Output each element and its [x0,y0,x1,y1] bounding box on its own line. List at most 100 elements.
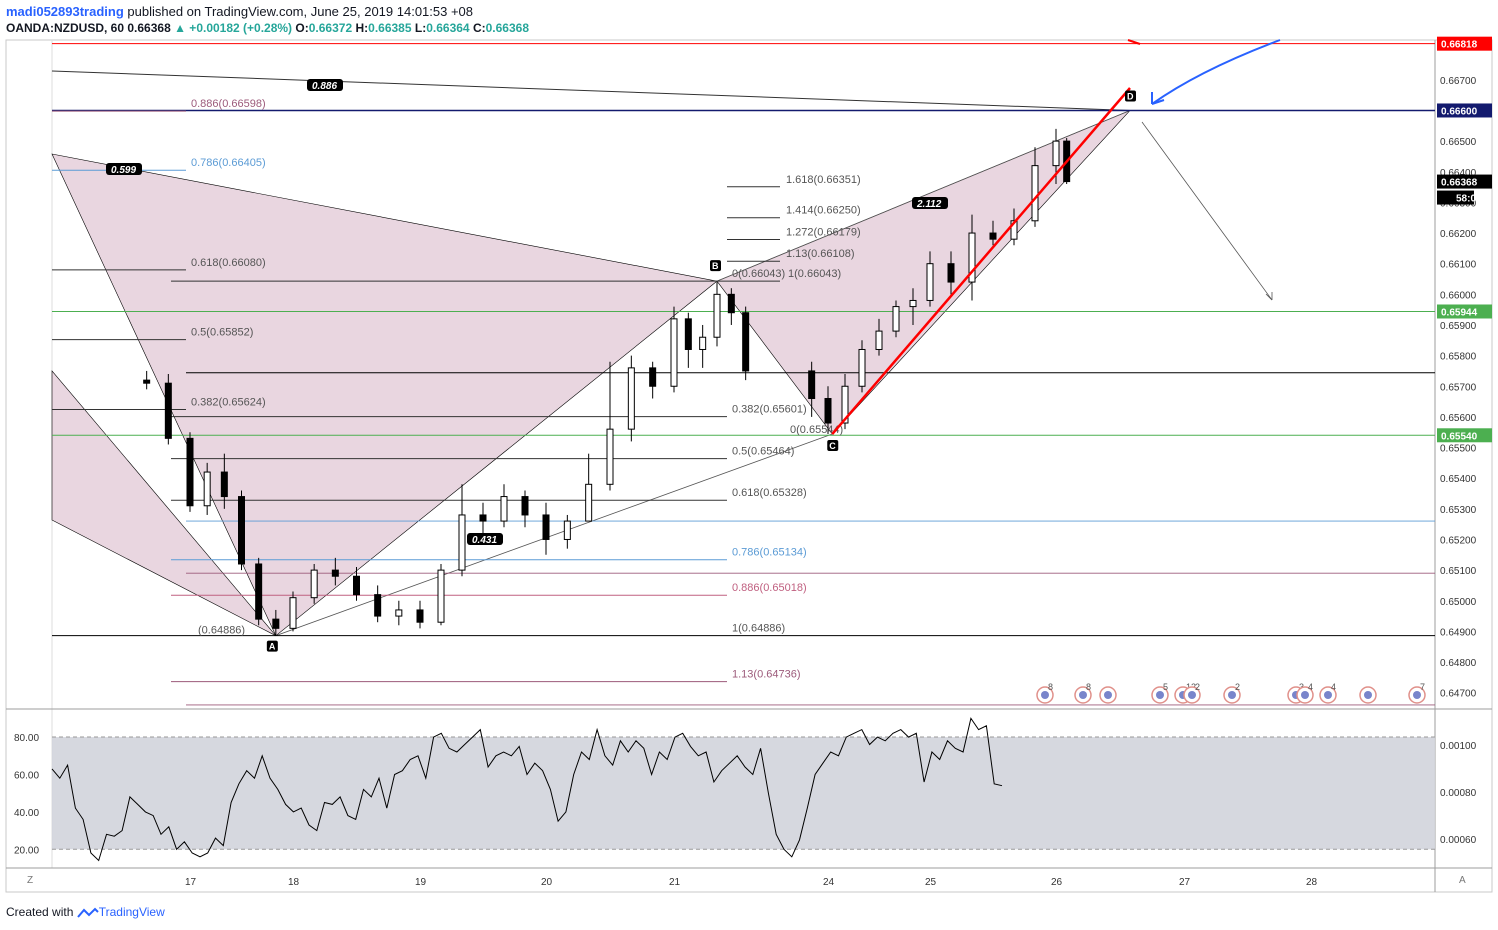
price-badge-label: 58:09 [1456,194,1482,205]
projection-arrow [1141,121,1273,301]
ratio-label: 0.599 [111,165,136,176]
symbol-label[interactable]: OANDA:NZDUSD, 60 [6,21,125,35]
zoom-button: Z [27,875,33,886]
candle-body [699,336,707,350]
time-tick: 25 [925,877,937,888]
point-badge [1125,90,1136,102]
candle-body [892,306,900,332]
candle-body [186,437,194,507]
close-value: 0.66368 [485,21,530,35]
publish-text: published on TradingView.com, June 25, 2… [127,4,474,19]
price-tick: 0.64800 [1440,658,1477,669]
ab-fib-label: 0.786(0.65134) [732,547,807,559]
candle-body [289,597,297,629]
candle-body [479,514,487,522]
price-badge [1437,103,1492,118]
calendar-event-flag-icon [1104,691,1112,699]
ab-fib-label: 0.618(0.65328) [732,487,807,499]
calendar-event-count: 7 [1420,682,1425,692]
ratio-badge [467,533,503,545]
ab-fib-label: 0.5(0.65464) [732,446,794,458]
ratio-label: 0.886 [312,81,337,92]
price-tick: 0.65300 [1440,505,1477,516]
calendar-event-count: 5 [1163,682,1168,692]
rsi-tick: 40.00 [14,808,39,819]
price-tick: 0.66000 [1440,290,1477,301]
price-tick: 0.65800 [1440,352,1477,363]
price-tick: 0.65000 [1440,597,1477,608]
price-tick: 0.66700 [1440,76,1477,87]
low-value: 0.66364 [426,21,470,35]
xa-fib-label: 0.382(0.65624) [191,397,266,409]
price-tick: 0.66400 [1440,168,1477,179]
candle-body [989,232,997,240]
candle-body [606,428,614,485]
rsi-tick: 60.00 [14,770,39,781]
publish-info: madi052893trading published on TradingVi… [6,4,473,19]
candle-body [220,471,228,498]
calendar-event-flag-icon [1079,691,1087,699]
candle-body [143,379,151,384]
tradingview-link[interactable]: TradingView [98,905,165,919]
price-tick: 0.64900 [1440,627,1477,638]
price-badge [1437,36,1492,51]
xa-fib-label: 0.786(0.66405) [191,157,266,169]
rsi-band [52,737,1435,850]
point-badge [710,260,721,272]
time-tick: 20 [541,877,553,888]
time-tick: 26 [1051,877,1063,888]
ratio-badge [912,197,948,209]
xa-leg-fill [51,370,277,636]
xa-fib-label: 0.886(0.66598) [191,98,266,110]
ratio-label: 0.431 [472,535,497,546]
ratio-badge [106,163,142,175]
calendar-event-count: 8 [1086,682,1091,692]
candle-body [272,618,280,629]
candle-body [841,385,849,424]
candle-body [542,514,550,540]
blue-arrow [1151,39,1281,105]
calendar-event-flag-icon [1188,691,1196,699]
candle-body [437,569,445,623]
price-tick: 0.65500 [1440,444,1477,455]
calendar-event-flag-icon [1041,691,1049,699]
close-label: C: [472,21,486,35]
candle-body [808,370,816,400]
rsi-right-tick: 0.00100 [1440,741,1477,752]
candle-body [727,293,735,314]
open-label: O: [295,21,309,35]
low-label: L: [414,21,427,35]
price-tick: 0.66200 [1440,229,1477,240]
red-arrow-top [1127,39,1141,45]
candle-body [713,293,721,338]
price-badge-label: 0.65540 [1441,431,1478,442]
price-tick: 0.66100 [1440,260,1477,271]
calendar-event-flag-icon [1228,691,1236,699]
calendar-event-count: 4 [1331,682,1336,692]
author-link[interactable]: madi052893trading [6,4,124,19]
price-badge [1437,304,1492,319]
ac-line [275,433,833,637]
candle-body [458,514,466,571]
rsi-right-tick: 0.00080 [1440,788,1477,799]
high-label: H: [355,21,369,35]
ohlc-legend: OANDA:NZDUSD, 60 0.66368 ▲ +0.00182 (+0.… [6,21,529,35]
candle-body [947,263,955,283]
last-price: 0.66368 [127,21,171,35]
candle-body [521,496,529,516]
point-badge [827,440,839,452]
chart-frame [5,39,1493,893]
price-tick: 0.65600 [1440,413,1477,424]
change-value: ▲ +0.00182 (+0.28%) [174,21,293,35]
candle-body [968,232,976,283]
ab-fib-label: 1.13(0.64736) [732,669,801,681]
candle-body [238,496,245,565]
price-badge-label: 0.66368 [1441,178,1478,189]
xa-fib-label: 0.5(0.65852) [191,327,253,339]
candle-body [909,299,917,308]
calendar-event-count: 2 [1235,682,1240,692]
candle-body [926,263,934,301]
time-tick: 28 [1306,877,1318,888]
candle-body [858,348,866,387]
